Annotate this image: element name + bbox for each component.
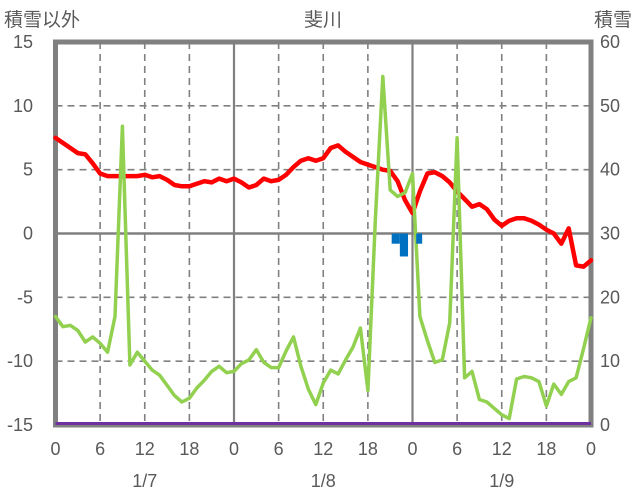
x-axis-tick-label: 12 [313,439,333,459]
x-axis-tick-label: 12 [492,439,512,459]
right-axis-tick-label: 10 [600,351,620,371]
right-axis-tick-label: 40 [600,160,620,180]
x-axis-tick-label: 18 [536,439,556,459]
date-label: 1/8 [311,471,336,491]
x-axis-tick-label: 0 [50,439,60,459]
x-axis-tick-label: 6 [452,439,462,459]
left-axis-tick-label: 10 [13,96,33,116]
left-axis-tick-label: 5 [23,160,33,180]
green-line [53,74,593,421]
x-axis-tick-label: 6 [95,439,105,459]
left-axis-tick-label: -5 [17,287,33,307]
blue-bars [391,233,400,244]
right-axis-tick-label: 0 [600,415,610,435]
left-axis-tick-label: 0 [23,224,33,244]
x-axis-tick-label: 12 [135,439,155,459]
right-axis-tick-label: 30 [600,224,620,244]
blue-bars [416,233,423,244]
right-axis-title: 積雪 [593,10,632,31]
red-line [53,135,594,269]
right-axis-tick-label: 60 [600,32,620,52]
chart-title: 斐川 [303,10,343,31]
date-label: 1/7 [132,471,157,491]
x-axis-tick-label: 18 [358,439,378,459]
left-axis-title: 積雪以外 [4,10,81,31]
x-axis-tick-label: 0 [586,439,596,459]
x-axis-tick-label: 18 [179,439,199,459]
x-axis-tick-label: 0 [229,439,239,459]
right-axis-tick-label: 50 [600,96,620,116]
left-axis-tick-label: -10 [7,351,33,371]
left-axis-tick-label: 15 [13,32,33,52]
left-axis-tick-label: -15 [7,415,33,435]
blue-bars [399,233,409,257]
x-axis-tick-label: 6 [274,439,284,459]
x-axis-tick-label: 0 [407,439,417,459]
date-label: 1/9 [489,471,514,491]
right-axis-tick-label: 20 [600,287,620,307]
